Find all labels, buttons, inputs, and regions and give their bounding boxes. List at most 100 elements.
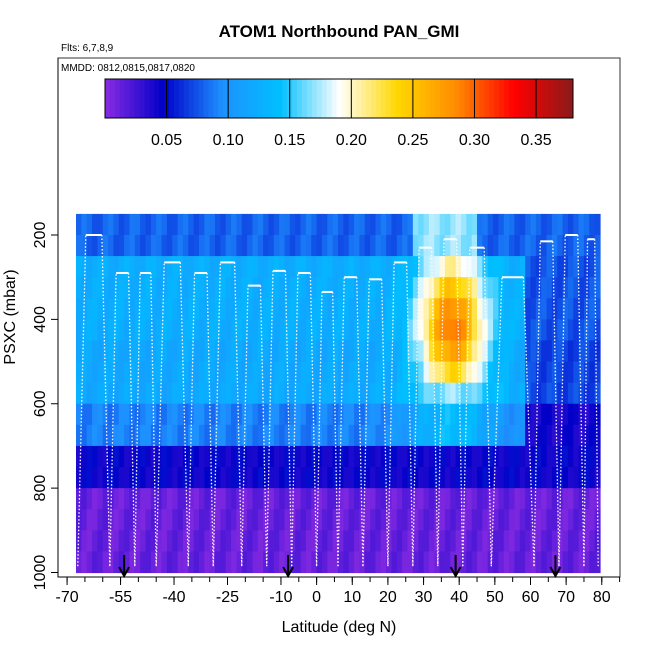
heatmap-cell	[252, 488, 259, 510]
heatmap-cell	[423, 424, 430, 447]
heatmap-cell	[370, 403, 377, 426]
heatmap-cell	[573, 424, 580, 447]
heatmap-cell	[156, 382, 163, 405]
heatmap-cell	[396, 340, 403, 363]
heatmap-cell	[573, 235, 580, 257]
heatmap-cell	[391, 445, 398, 468]
heatmap-cell	[209, 277, 216, 299]
heatmap-cell	[567, 403, 574, 426]
heatmap-cell	[182, 530, 189, 552]
heatmap-cell	[455, 298, 462, 320]
heatmap-cell	[487, 277, 494, 299]
heatmap-cell	[348, 213, 355, 236]
heatmap-cell	[97, 277, 104, 299]
heatmap-cell	[193, 467, 200, 489]
heatmap-cell	[450, 403, 457, 426]
heatmap-cell	[236, 340, 243, 363]
heatmap-cell	[332, 382, 339, 405]
heatmap-cell	[471, 340, 478, 363]
heatmap-cell	[402, 382, 409, 405]
heatmap-cell	[402, 340, 409, 363]
heatmap-cell	[434, 340, 441, 363]
heatmap-cell	[354, 530, 360, 552]
heatmap-cell	[450, 445, 457, 468]
heatmap-cell	[124, 467, 131, 489]
profile-arrow-head	[549, 566, 562, 579]
heatmap-cell	[444, 424, 451, 447]
heatmap-cell	[289, 445, 296, 468]
heatmap-cell	[402, 445, 409, 468]
heatmap-cell	[370, 213, 377, 236]
heatmap-cell	[150, 256, 157, 278]
heatmap-cell	[530, 424, 537, 447]
heatmap-cell	[295, 340, 302, 363]
colorbar-frame	[104, 78, 574, 119]
heatmap-cell	[380, 551, 387, 574]
heatmap-cell	[166, 509, 173, 531]
heatmap-cell	[471, 424, 478, 447]
heatmap-cell	[541, 298, 548, 320]
heatmap-cell	[338, 235, 344, 257]
heatmap-cell	[370, 340, 377, 363]
heatmap-cell	[268, 467, 275, 489]
heatmap-cell	[76, 319, 82, 342]
heatmap-cell	[530, 530, 537, 552]
heatmap-cell	[150, 551, 157, 574]
heatmap-cell	[466, 445, 473, 468]
heatmap-cell	[236, 298, 243, 320]
heatmap-cell	[295, 382, 302, 405]
heatmap-cell	[321, 445, 328, 468]
heatmap-cell	[327, 488, 334, 510]
heatmap-cell	[279, 530, 286, 552]
heatmap-cell	[177, 319, 184, 342]
heatmap-cell	[332, 467, 339, 489]
heatmap-cell	[444, 467, 451, 489]
heatmap-cell	[118, 382, 125, 405]
heatmap-cell	[562, 340, 569, 363]
heatmap-cell	[97, 235, 104, 257]
heatmap-cell	[455, 382, 462, 405]
heatmap-cell	[535, 256, 542, 278]
heatmap-cell	[161, 319, 168, 342]
heatmap-cell	[289, 530, 296, 552]
heatmap-cell	[503, 403, 510, 426]
heatmap-cell	[295, 488, 302, 510]
heatmap-cell	[247, 235, 254, 257]
heatmap-cell	[102, 424, 109, 447]
heatmap-cell	[220, 382, 227, 405]
heatmap-cell	[263, 340, 270, 363]
heatmap-cell	[225, 467, 232, 489]
heatmap-cell	[124, 235, 131, 257]
heatmap-cell	[359, 340, 366, 363]
heatmap-cell	[338, 382, 344, 405]
heatmap-cell	[562, 382, 569, 405]
heatmap-cell	[348, 445, 355, 468]
heatmap-cell	[498, 361, 505, 384]
heatmap-cell	[578, 361, 585, 384]
heatmap-cell	[541, 403, 548, 426]
heatmap-cell	[263, 445, 270, 468]
colorbar-swatch	[528, 79, 535, 118]
heatmap-cell	[578, 235, 585, 257]
heatmap-cell	[338, 361, 344, 384]
x-tick-label: -25	[216, 589, 239, 606]
heatmap-cell	[86, 424, 93, 447]
heatmap-cell	[589, 235, 596, 257]
heatmap-cell	[263, 319, 270, 342]
heatmap-cell	[172, 277, 179, 299]
heatmap-cell	[129, 424, 136, 447]
heatmap-cell	[321, 403, 328, 426]
heatmap-cell	[321, 488, 328, 510]
heatmap-cell	[81, 340, 88, 363]
colorbar-swatch	[415, 79, 421, 118]
heatmap-cell	[354, 509, 360, 531]
heatmap-cell	[150, 340, 157, 363]
colorbar-swatch	[149, 79, 155, 118]
heatmap-cell	[525, 445, 532, 468]
heatmap-cell	[193, 509, 200, 531]
heatmap-cell	[236, 488, 243, 510]
colorbar-swatch	[321, 79, 328, 118]
heatmap-cell	[295, 530, 302, 552]
heatmap-cell	[348, 467, 355, 489]
heatmap-cell	[493, 277, 500, 299]
